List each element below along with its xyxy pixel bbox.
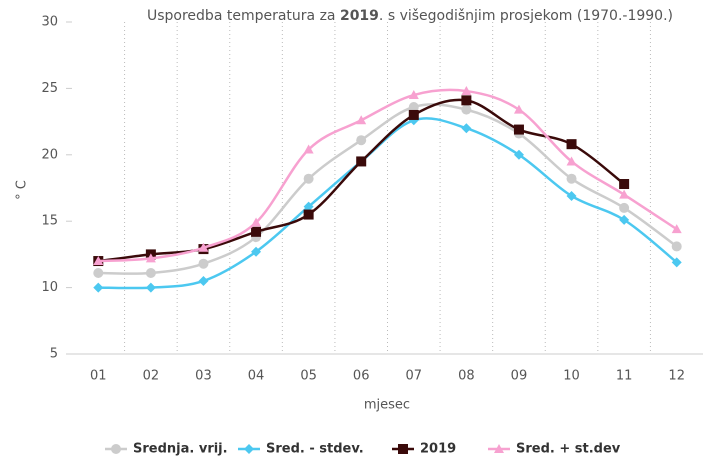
point [671,257,682,268]
point [461,123,472,134]
point [244,444,254,454]
legend-item: Sred. + st.dev [488,442,621,457]
y-tick-label: 30 [41,15,58,30]
y-tick-label: 15 [41,214,58,229]
point [513,149,524,160]
point [513,104,524,114]
y-axis-label: ° C [15,180,30,200]
point [408,109,419,120]
point [251,246,262,257]
x-tick-label: 11 [616,369,633,384]
legend-label: 2019 [420,442,456,457]
point [671,224,682,234]
point [619,202,630,213]
point [145,267,156,278]
x-tick-label: 02 [143,369,160,384]
title-part: . s višegodišnjim prosjekom (1970.-1990.… [379,8,673,24]
y-tick-label: 5 [50,347,58,362]
point [303,144,314,154]
y-tick-label: 10 [41,280,58,295]
point [566,190,577,201]
legend-label: Srednja. vrij. [133,442,228,457]
point [93,267,104,278]
point [566,173,577,184]
point [198,275,209,286]
x-tick-label: 05 [300,369,317,384]
x-tick-label: 07 [406,369,423,384]
point [671,241,682,252]
x-tick-label: 03 [195,369,212,384]
point [356,156,367,167]
point [145,282,156,293]
point [251,217,262,227]
point [356,115,367,125]
point [619,214,630,225]
point [303,209,314,220]
point [566,156,577,166]
series [93,86,682,266]
point [566,139,577,150]
legend-label: Sred. - stdev. [266,442,364,457]
y-tick-label: 25 [41,81,58,96]
point [356,135,367,146]
point [619,189,630,199]
point [408,101,419,112]
point [619,179,630,190]
point [408,90,419,100]
legend-item: Sred. - stdev. [238,442,364,457]
legend-label: Sred. + st.dev [516,442,621,457]
x-tick-label: 06 [353,369,370,384]
point [198,242,209,252]
x-tick-label: 08 [458,369,475,384]
point [198,258,209,269]
x-tick-label: 09 [511,369,528,384]
legend-item: 2019 [392,442,456,457]
y-tick-label: 20 [41,147,58,162]
title-part: 2019 [340,8,379,24]
point [461,95,472,106]
point [303,201,314,212]
point [111,444,121,454]
point [303,173,314,184]
point [145,253,156,263]
x-tick-label: 04 [248,369,265,384]
x-tick-label: 12 [668,369,685,384]
line [98,88,678,263]
point [461,86,472,96]
point [398,444,408,454]
point [93,282,104,293]
line [98,103,678,275]
x-tick-label: 10 [563,369,580,384]
x-axis-label: mjesec [364,398,410,413]
legend-item: Srednja. vrij. [105,442,228,457]
point [93,256,104,266]
point [494,444,504,453]
x-tick-label: 01 [90,369,107,384]
chart-title: Usporedba temperatura za 2019. s višegod… [147,8,673,24]
point [513,124,524,135]
point [251,226,262,237]
point [461,104,472,115]
title-part: Usporedba temperatura za [147,8,340,24]
